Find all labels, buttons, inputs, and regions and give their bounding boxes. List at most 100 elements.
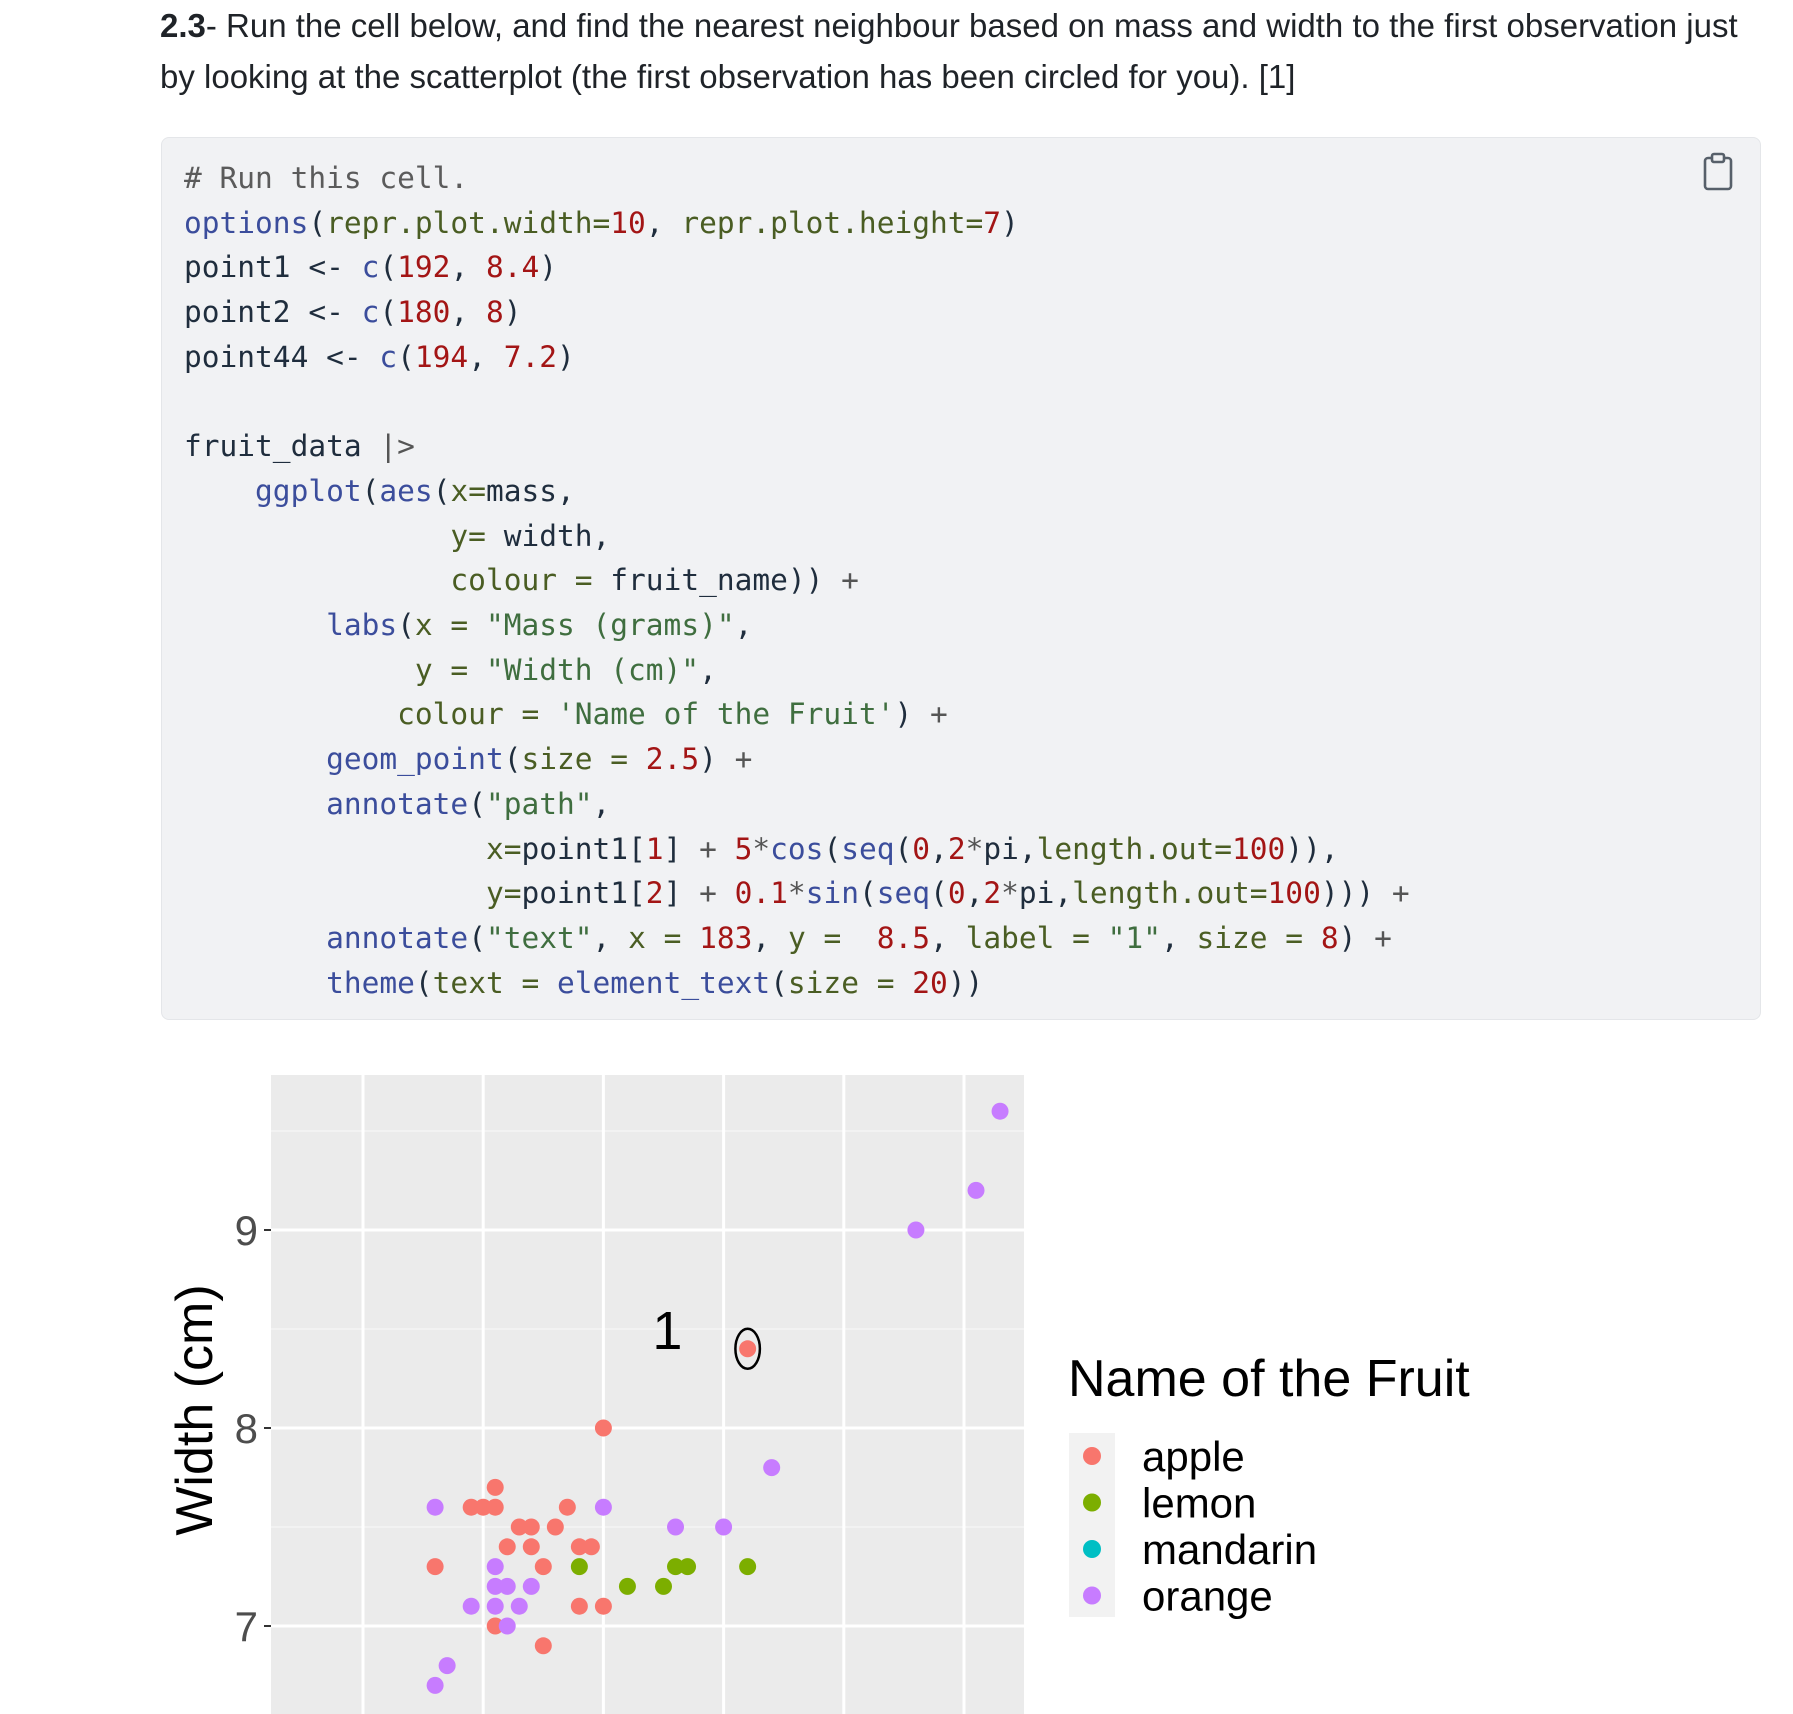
code-token: point1[	[521, 831, 646, 866]
code-token: ,	[930, 920, 966, 955]
code-token: geom_point	[326, 742, 504, 777]
data-point-lemon	[618, 1577, 636, 1595]
legend-label-lemon: lemon	[1142, 1480, 1256, 1527]
code-token: (	[414, 965, 433, 1000]
code-token: )	[699, 742, 735, 777]
data-point-orange	[486, 1558, 504, 1576]
code-token	[184, 519, 450, 553]
code-token	[184, 474, 255, 508]
code-token: ,	[734, 608, 753, 643]
y-tick-label: 7	[235, 1603, 258, 1650]
data-point-orange	[486, 1577, 504, 1595]
code-token	[184, 697, 397, 731]
code-line: y=point1[2] + 0.1*sin(seq(0,2*pi,length.…	[184, 876, 1410, 910]
code-token: )))	[1320, 876, 1392, 911]
legend-key-lemon	[1083, 1493, 1101, 1512]
data-point-orange	[498, 1577, 516, 1595]
code-token: (	[823, 831, 842, 866]
code-token: ,	[645, 205, 682, 240]
code-token: x =	[414, 608, 486, 643]
code-token: (	[770, 965, 788, 1000]
code-token: colour =	[397, 697, 557, 732]
code-token: ,	[752, 920, 788, 955]
code-token: 10	[610, 205, 646, 240]
code-cell[interactable]: # Run this cell. options(repr.plot.width…	[161, 137, 1761, 1020]
data-point-apple	[570, 1597, 588, 1615]
code-token: size =	[1196, 920, 1321, 955]
code-token	[184, 742, 326, 776]
code-token: +	[929, 697, 948, 732]
legend-label-mandarin: mandarin	[1142, 1526, 1317, 1573]
data-point-apple	[522, 1518, 540, 1536]
code-token: 0.1	[734, 876, 788, 911]
code-text[interactable]: # Run this cell. options(repr.plot.width…	[184, 156, 1410, 1005]
code-token: repr.plot.height=	[681, 205, 984, 240]
code-token: y =	[414, 652, 486, 687]
data-point-apple	[486, 1478, 504, 1496]
code-token: size =	[521, 742, 646, 777]
code-token	[184, 832, 486, 866]
data-point-apple	[534, 1558, 552, 1576]
code-token: aes	[379, 473, 433, 508]
data-point-apple	[474, 1498, 492, 1516]
code-token: +	[1391, 876, 1410, 911]
code-token: size =	[787, 965, 913, 1000]
code-token	[184, 608, 326, 642]
code-token: label =	[965, 920, 1108, 955]
code-token: 0	[912, 831, 931, 866]
data-point-orange	[486, 1597, 504, 1615]
code-token: 7.2	[503, 339, 558, 374]
code-token: *	[752, 831, 771, 866]
y-axis-label: Width (cm)	[166, 1284, 224, 1535]
question-text: 2.3- Run the cell below, and find the ne…	[160, 0, 1760, 102]
code-token	[184, 563, 450, 597]
code-line: theme(text = element_text(size = 20))	[184, 966, 983, 1000]
code-token: 7	[983, 205, 1002, 240]
data-point-orange	[462, 1597, 480, 1615]
code-token	[184, 787, 326, 821]
data-point-apple	[570, 1538, 588, 1556]
code-line: fruit_data |>	[184, 429, 415, 463]
data-point-apple	[462, 1498, 480, 1516]
code-token: (	[930, 876, 948, 911]
code-token: +	[699, 876, 735, 911]
code-token: ,	[930, 831, 948, 866]
code-line: ggplot(aes(x=mass,	[184, 474, 575, 508]
code-token: ggplot	[255, 473, 362, 508]
code-token: 0	[947, 876, 966, 911]
code-token: "Mass (grams)"	[485, 608, 735, 643]
legend-title: Name of the Fruit	[1068, 1350, 1470, 1408]
code-token: 8.5	[876, 920, 931, 955]
code-line: geom_point(size = 2.5) +	[184, 742, 752, 776]
code-token: )	[894, 697, 930, 732]
legend: Name of the Fruit applelemonmandarinorang…	[1068, 1350, 1470, 1620]
code-token: 2	[983, 876, 1002, 911]
y-tick-label: 8	[235, 1405, 258, 1452]
code-line: point44 <- c(194, 7.2)	[184, 340, 575, 374]
question-body: - Run the cell below, and find the neare…	[160, 7, 1738, 95]
copy-button[interactable]	[1700, 152, 1736, 192]
code-token: (	[379, 295, 398, 330]
y-tick-label: 9	[235, 1207, 258, 1254]
code-token: width,	[503, 518, 611, 553]
data-point-apple	[546, 1518, 564, 1536]
code-token: 5	[734, 831, 753, 866]
code-token: seq	[841, 831, 895, 866]
code-token: 183	[699, 920, 753, 955]
data-point-orange	[715, 1518, 733, 1536]
code-token: ]	[663, 831, 700, 866]
code-token: +	[841, 563, 859, 598]
data-point-orange	[991, 1102, 1009, 1120]
code-token: # Run this cell.	[184, 161, 469, 195]
code-token: (	[397, 339, 415, 374]
code-token: 8.4	[485, 250, 540, 285]
code-token: ]	[663, 876, 700, 911]
code-token: c	[361, 295, 380, 330]
annotation-label: 1	[652, 1301, 682, 1361]
plot-panel	[271, 1075, 1024, 1714]
code-token: 8	[485, 295, 504, 330]
clipboard-icon	[1703, 152, 1733, 191]
code-token: )	[539, 250, 558, 285]
data-point-lemon	[667, 1558, 685, 1576]
legend-label-apple: apple	[1142, 1433, 1245, 1480]
